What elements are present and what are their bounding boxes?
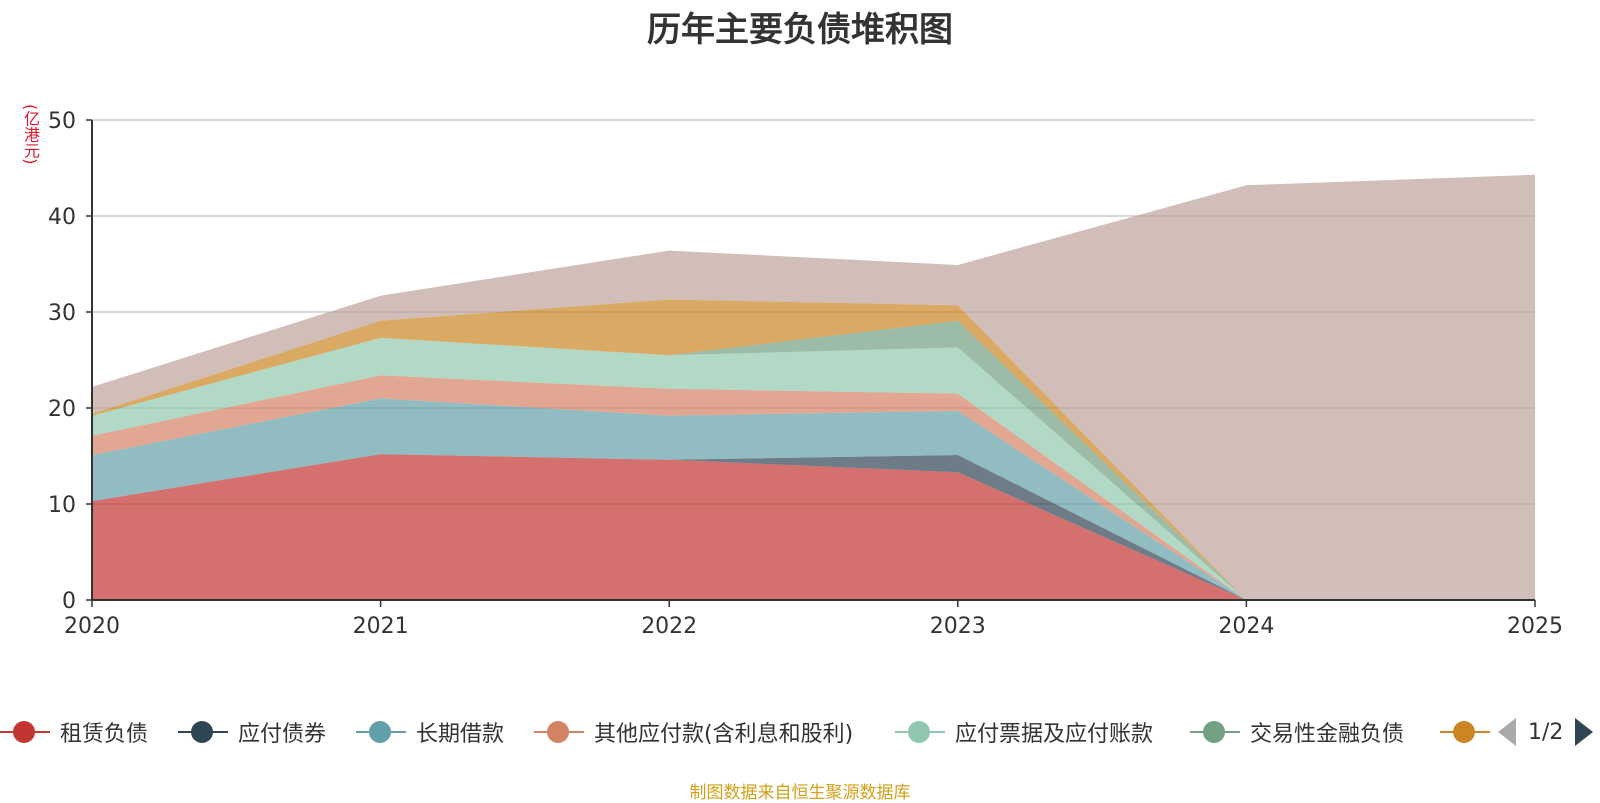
chart-title: 历年主要负债堆积图 <box>647 10 953 50</box>
y-tick-label: 30 <box>48 301 76 326</box>
area-series-4 <box>92 337 1535 600</box>
legend-item-unnamed[interactable] <box>1440 712 1500 752</box>
area-series-0 <box>92 454 1535 600</box>
legend-page-indicator: 1/2 <box>1528 719 1564 745</box>
y-axis-unit-label: (亿港元) <box>21 104 40 165</box>
legend-item-other-payables[interactable]: 其他应付款(含利息和股利) <box>534 712 853 752</box>
legend-pager: 1/2 <box>1498 712 1594 752</box>
legend-marker-icon <box>0 718 50 746</box>
legend-label: 租赁负债 <box>60 722 149 747</box>
legend-label: 长期借款 <box>416 722 505 747</box>
area-chart: 0 10 20 30 40 50 2020 2021 2022 2023 2024 2025 <box>48 109 1563 639</box>
area-series-7 <box>92 174 1535 600</box>
x-tick-label: 2020 <box>64 614 120 639</box>
legend-label: 其他应付款(含利息和股利) <box>594 722 854 747</box>
x-tick-label: 2023 <box>930 614 986 639</box>
data-source-note: 制图数据来自恒生聚源数据库 <box>689 783 911 803</box>
legend: 租赁负债 应付债券 长期借款 其他应付款(含利息和股利) 应付票据及应付账款 交… <box>0 712 1600 752</box>
legend-marker-icon <box>356 718 406 746</box>
y-tick-label: 10 <box>48 493 76 518</box>
legend-marker-icon <box>1440 718 1490 746</box>
y-tick-label: 50 <box>48 109 76 134</box>
axes: 0 10 20 30 40 50 2020 2021 2022 2023 2024 2025 <box>48 109 1563 639</box>
area-series-2 <box>92 398 1535 600</box>
legend-item-long-term-loans[interactable]: 长期借款 <box>356 712 504 752</box>
x-tick-label: 2022 <box>641 614 697 639</box>
y-tick-label: 20 <box>48 397 76 422</box>
legend-label: 交易性金融负债 <box>1250 722 1405 747</box>
y-tick-label: 0 <box>62 589 76 614</box>
legend-item-notes-and-accounts-payable[interactable]: 应付票据及应付账款 <box>895 712 1153 752</box>
legend-item-trading-financial-liabilities[interactable]: 交易性金融负债 <box>1190 712 1404 752</box>
x-tick-label: 2021 <box>353 614 409 639</box>
y-tick-label: 40 <box>48 205 76 230</box>
legend-marker-icon <box>178 718 228 746</box>
legend-label: 应付票据及应付账款 <box>955 722 1154 747</box>
area-series-5 <box>92 320 1535 600</box>
legend-marker-icon <box>534 718 584 746</box>
legend-marker-icon <box>895 718 945 746</box>
legend-label: 应付债券 <box>238 722 327 747</box>
x-tick-label: 2024 <box>1218 614 1274 639</box>
legend-item-bonds-payable[interactable]: 应付债券 <box>178 712 326 752</box>
legend-marker-icon <box>1190 718 1240 746</box>
stacked-areas <box>92 174 1535 600</box>
x-tick-label: 2025 <box>1507 614 1563 639</box>
pager-prev-icon[interactable] <box>1498 718 1516 746</box>
pager-next-icon[interactable] <box>1575 718 1594 746</box>
legend-item-lease-liabilities[interactable]: 租赁负债 <box>0 712 148 752</box>
